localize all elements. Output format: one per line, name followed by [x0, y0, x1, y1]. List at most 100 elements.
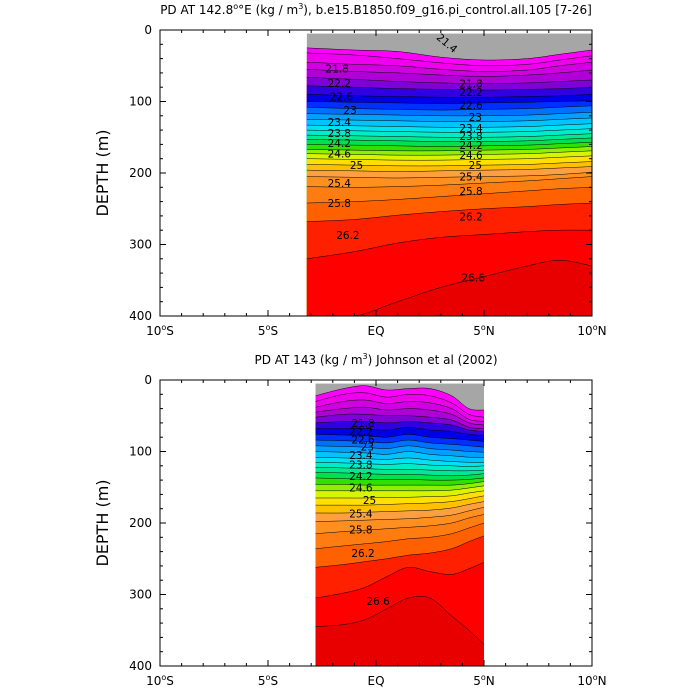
isopycnal-contour-line: [306, 133, 592, 138]
isopycnal-contour-line: [306, 85, 592, 91]
contour-label: 26.6: [366, 596, 390, 608]
contour-label: 23: [361, 441, 374, 453]
isopycnal-contour-line: [315, 421, 485, 432]
isopycnal-contour-line: [306, 137, 592, 142]
isopycnal-contour-line: [306, 161, 592, 167]
contour-label: 22.2: [328, 78, 351, 90]
isopycnal-contour-line: [306, 105, 592, 111]
contour-label: 25.4: [328, 178, 352, 190]
isopycnal-contour-line: [306, 155, 592, 161]
x-axis-tick-label: EQ: [367, 324, 384, 338]
contour-label: 25.8: [328, 198, 351, 210]
isopycnal-contour-line: [315, 451, 485, 458]
contour-label: 23.4: [328, 117, 352, 129]
isopycnal-contour-line: [306, 166, 592, 172]
contour-label: 23.4: [349, 450, 373, 462]
density-band-fill: [315, 596, 484, 666]
isopycnal-contour-line: [315, 477, 485, 481]
y-axis-tick-label: 100: [129, 95, 152, 109]
contour-label: 21.8: [459, 79, 482, 91]
bottom-panel-title: PD AT 143 (kg / m3) Johnson et al (2002): [254, 352, 497, 367]
isopycnal-contour-line: [306, 172, 592, 179]
isopycnal-contour-line: [306, 146, 592, 152]
y-axis-tick-label: 300: [129, 588, 152, 602]
x-axis-tick-label: 5oN: [473, 673, 495, 688]
contour-label: 22.6: [459, 100, 483, 112]
contour-label: 23.4: [459, 123, 483, 135]
contour-label: 24.6: [328, 149, 352, 161]
y-axis-tick-label: 200: [129, 166, 152, 180]
x-axis-tick-label: 10oN: [577, 323, 606, 338]
y-axis-tick-label: 0: [144, 373, 152, 387]
isopycnal-contour-line: [315, 392, 485, 418]
top-panel-title: PD AT 142.8o°E (kg / m3), b.e15.B1850.f0…: [160, 2, 592, 17]
isopycnal-contour-line: [315, 471, 485, 477]
isopycnal-contour-line: [315, 514, 485, 534]
isopycnal-contour-line: [306, 128, 592, 133]
isopycnal-contour-line: [306, 259, 592, 316]
contour-label: 23.8: [459, 131, 482, 143]
contour-label: 24.2: [349, 471, 372, 483]
contour-label: 22.2: [349, 426, 372, 438]
contour-label: 26.2: [351, 548, 374, 560]
isopycnal-contour-line: [315, 461, 485, 467]
contour-label: 26.2: [336, 230, 359, 242]
contour-label: 22.6: [330, 91, 354, 103]
top-panel-chart: PD AT 142.8o°E (kg / m3), b.e15.B1850.f0…: [93, 2, 607, 338]
y-axis-tick-label: 100: [129, 445, 152, 459]
isopycnal-contour-line: [306, 52, 592, 67]
isopycnal-contour-line: [315, 399, 485, 422]
isopycnal-contour-line: [315, 485, 485, 492]
isopycnal-contour-line: [306, 142, 592, 147]
contour-label: 23.8: [328, 128, 351, 140]
x-axis-tick-label: 5oN: [473, 323, 495, 338]
y-axis-tick-label: 400: [129, 659, 152, 673]
isopycnal-contour-line: [315, 495, 485, 506]
contour-label: 25: [363, 495, 376, 507]
contour-label: 26.2: [459, 212, 482, 224]
isopycnal-contour-line: [306, 187, 592, 204]
contour-label: 24.6: [459, 150, 483, 162]
contour-label: 25.4: [349, 509, 373, 521]
isopycnal-contour-line: [315, 481, 485, 486]
contour-label: 25: [350, 160, 363, 172]
isopycnal-contour-line: [315, 507, 485, 522]
contour-label: 21.8: [325, 64, 348, 76]
isopycnal-contour-line: [315, 439, 485, 448]
x-axis-tick-label: 10oS: [146, 323, 174, 338]
contour-label: 21.8: [351, 418, 374, 430]
isopycnal-contour-line: [315, 445, 485, 453]
contour-label: 22.2: [459, 87, 482, 99]
contour-label: 24.6: [349, 482, 373, 494]
isopycnal-contour-line: [306, 111, 592, 117]
isopycnal-contour-line: [315, 434, 485, 442]
contour-label: 26.6: [462, 272, 486, 284]
isopycnal-contour-line: [315, 413, 485, 429]
y-axis-tick-label: 400: [129, 309, 152, 323]
isopycnal-contour-line: [315, 466, 485, 472]
isopycnal-contour-line: [306, 61, 592, 72]
contour-label: 23: [469, 112, 482, 124]
isopycnal-contour-line: [306, 69, 592, 77]
isopycnal-contour-line: [306, 94, 592, 98]
isopycnal-contour-line: [306, 229, 592, 260]
isopycnal-contour-line: [306, 176, 592, 188]
isopycnal-contour-line: [315, 406, 485, 426]
isopycnal-contour-line: [306, 123, 592, 128]
isopycnal-contour-line: [315, 522, 485, 549]
isopycnal-contour-line: [306, 150, 592, 156]
isopycnal-contour-line: [315, 562, 485, 599]
top-panel-y-axis-label: DEPTH (m): [93, 129, 112, 216]
isopycnal-contour-line: [306, 202, 592, 222]
contour-label: 22.6: [351, 434, 375, 446]
isopycnal-contour-line: [306, 100, 592, 104]
density-band-fill: [306, 260, 592, 316]
isopycnal-contour-line: [315, 456, 485, 463]
contour-label: 24.2: [459, 140, 482, 152]
contour-label: 25.8: [459, 186, 482, 198]
isopycnal-contour-line: [306, 47, 592, 61]
contour-label: 25: [469, 160, 482, 172]
x-axis-tick-label: 5oS: [258, 673, 278, 688]
y-axis-tick-label: 0: [144, 23, 152, 37]
